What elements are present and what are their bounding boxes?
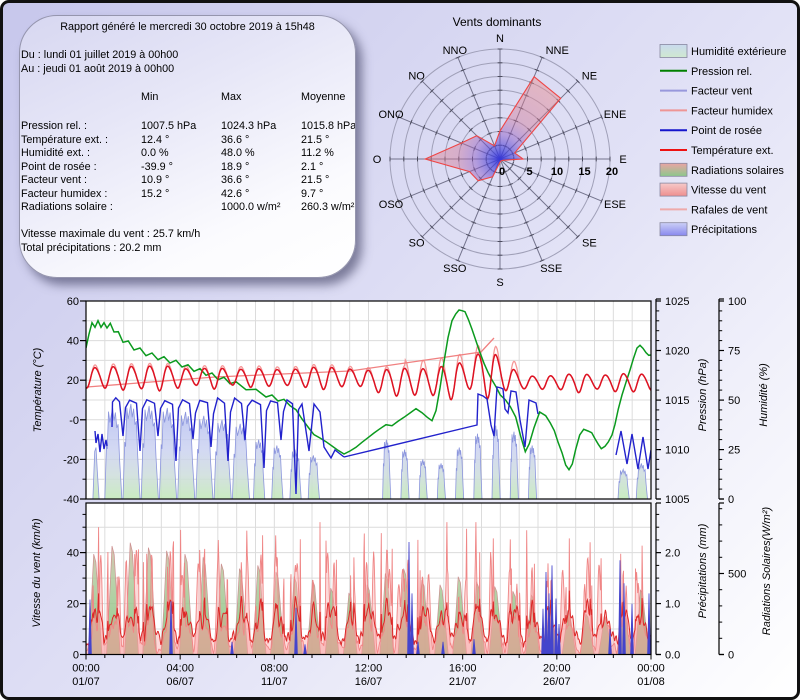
svg-text:50: 50 [728, 395, 740, 407]
svg-text:500: 500 [728, 569, 746, 581]
svg-text:06/07: 06/07 [166, 676, 194, 688]
svg-text:21/07: 21/07 [449, 676, 477, 688]
svg-text:N: N [496, 33, 504, 45]
svg-text:1025: 1025 [665, 296, 689, 308]
svg-text:Pression rel.: Pression rel. [691, 66, 752, 78]
svg-text:01/07: 01/07 [72, 676, 100, 688]
svg-text:ESE: ESE [604, 199, 626, 211]
svg-text:Vents dominants: Vents dominants [453, 15, 542, 29]
svg-text:25: 25 [728, 445, 740, 457]
svg-text:20:00: 20:00 [543, 663, 571, 675]
svg-text:00:00: 00:00 [637, 663, 665, 675]
svg-text:Vitesse du vent (km/h): Vitesse du vent (km/h) [31, 518, 43, 628]
svg-text:12:00: 12:00 [355, 663, 383, 675]
svg-text:0: 0 [499, 166, 505, 178]
svg-text:1020: 1020 [665, 346, 689, 358]
svg-text:Humidité (%): Humidité (%) [758, 363, 770, 427]
svg-text:40: 40 [67, 336, 79, 348]
svg-text:20: 20 [606, 166, 618, 178]
svg-text:Précipitations: Précipitations [691, 224, 758, 236]
svg-text:60: 60 [67, 296, 79, 308]
svg-text:1.0: 1.0 [665, 599, 680, 611]
svg-text:OSO: OSO [379, 199, 404, 211]
svg-text:0: 0 [73, 650, 79, 662]
svg-text:00:00: 00:00 [72, 663, 100, 675]
svg-text:Pression (hPa): Pression (hPa) [697, 358, 709, 431]
svg-text:-40: -40 [63, 494, 79, 506]
svg-text:26/07: 26/07 [543, 676, 571, 688]
svg-text:40: 40 [67, 548, 79, 560]
svg-text:Facteur humidex: Facteur humidex [691, 105, 773, 117]
svg-text:75: 75 [728, 346, 740, 358]
svg-text:15: 15 [578, 166, 590, 178]
svg-text:O: O [373, 154, 382, 166]
svg-text:0: 0 [728, 650, 734, 662]
svg-text:ONO: ONO [378, 109, 404, 121]
svg-text:Température ext.: Température ext. [691, 145, 774, 157]
svg-text:16:00: 16:00 [449, 663, 477, 675]
svg-text:10: 10 [551, 166, 563, 178]
svg-text:-20: -20 [63, 454, 79, 466]
svg-text:01/08: 01/08 [637, 676, 665, 688]
svg-text:Température (°C): Température (°C) [32, 347, 44, 432]
svg-text:-0: -0 [69, 415, 79, 427]
svg-text:100: 100 [728, 296, 746, 308]
svg-text:16/07: 16/07 [355, 676, 383, 688]
svg-text:Point de rosée: Point de rosée [691, 125, 762, 137]
svg-text:2.0: 2.0 [665, 548, 680, 560]
svg-text:04:00: 04:00 [166, 663, 194, 675]
svg-text:SSE: SSE [540, 263, 562, 275]
svg-text:Facteur vent: Facteur vent [691, 86, 752, 98]
svg-text:5: 5 [526, 166, 532, 178]
svg-text:NNO: NNO [443, 45, 468, 57]
svg-text:ENE: ENE [604, 109, 627, 121]
svg-text:1010: 1010 [665, 445, 689, 457]
svg-text:11/07: 11/07 [261, 676, 288, 688]
svg-text:SO: SO [409, 237, 425, 249]
svg-text:1015: 1015 [665, 395, 689, 407]
svg-text:08:00: 08:00 [261, 663, 289, 675]
svg-text:Radiations Solaires(W/m²): Radiations Solaires(W/m²) [761, 506, 773, 635]
svg-text:Rafales de vent: Rafales de vent [691, 204, 767, 216]
svg-text:Humidité extérieure: Humidité extérieure [691, 46, 786, 58]
svg-text:SSO: SSO [443, 263, 467, 275]
svg-text:Vitesse du vent: Vitesse du vent [691, 185, 766, 197]
svg-text:1005: 1005 [665, 494, 689, 506]
svg-text:20: 20 [67, 375, 79, 387]
svg-text:NO: NO [408, 71, 425, 83]
svg-text:20: 20 [67, 599, 79, 611]
svg-text:SE: SE [582, 237, 597, 249]
svg-text:0: 0 [728, 494, 734, 506]
svg-text:Précipitations (mm): Précipitations (mm) [697, 523, 709, 618]
svg-text:Radiations solaires: Radiations solaires [691, 165, 784, 177]
svg-text:NE: NE [582, 71, 597, 83]
svg-text:S: S [496, 277, 503, 289]
svg-text:E: E [619, 154, 626, 166]
svg-text:NNE: NNE [546, 45, 569, 57]
svg-text:0.0: 0.0 [665, 650, 680, 662]
